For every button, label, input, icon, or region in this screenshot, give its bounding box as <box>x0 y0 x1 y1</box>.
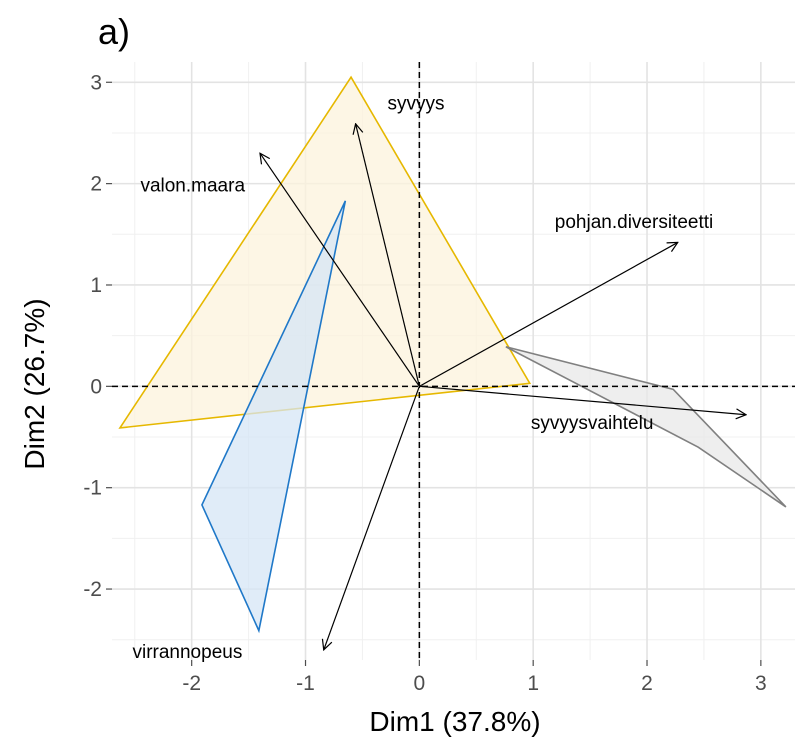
x-tick-label: 1 <box>527 672 539 695</box>
y-tick-label: 0 <box>90 375 102 398</box>
arrow-valon-maara <box>260 153 420 387</box>
y-tick-label: 3 <box>90 71 102 94</box>
group-hull-2 <box>201 200 347 634</box>
y-tick-label: -1 <box>83 477 102 500</box>
x-tick-label: -1 <box>296 672 315 695</box>
arrow-label-virrannopeus: virrannopeus <box>132 642 242 663</box>
variable-labels: syvyys valon.maara pohjan.diversiteetti syv… <box>132 94 713 663</box>
y-axis-title: Dim2 (26.7%) <box>19 298 50 469</box>
x-axis-title: Dim1 (37.8%) <box>369 706 540 737</box>
x-axis-ticks: -2 -1 0 1 2 3 <box>182 660 767 695</box>
y-tick-label: 2 <box>90 173 102 196</box>
y-axis-ticks: -2 -1 0 1 2 3 <box>83 71 112 601</box>
panel-label: a) <box>98 11 130 52</box>
y-tick-label: -2 <box>83 578 102 601</box>
y-tick-label: 1 <box>90 274 102 297</box>
reference-lines <box>112 62 795 660</box>
arrow-virrannopeus <box>324 386 420 650</box>
arrow-label-valon-maara: valon.maara <box>140 176 245 197</box>
x-tick-label: 0 <box>414 672 426 695</box>
arrow-label-pohjan-diversiteetti: pohjan.diversiteetti <box>555 212 713 233</box>
arrow-syvyys <box>356 124 420 387</box>
x-tick-label: -2 <box>182 672 201 695</box>
group-hull-3 <box>505 346 787 508</box>
group-hulls <box>118 75 787 634</box>
arrow-label-syvyys: syvyys <box>387 94 444 115</box>
x-tick-label: 2 <box>641 672 653 695</box>
arrow-pohjan-diversiteetti <box>419 242 677 387</box>
variable-arrows <box>260 124 746 650</box>
arrow-label-syvyysvaihtelu: syvyysvaihtelu <box>531 413 654 434</box>
arrow-syvyysvaihtelu <box>419 385 746 414</box>
x-tick-label: 3 <box>755 672 767 695</box>
